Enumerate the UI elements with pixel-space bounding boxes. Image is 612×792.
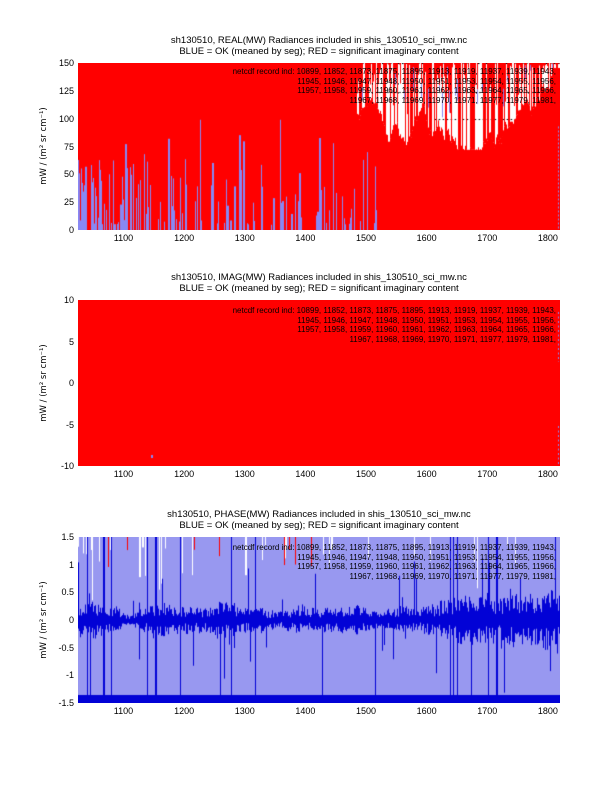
y-tick-label: 0 [68, 225, 74, 235]
annotation-line: 11967, 11968, 11969, 11970, 11971, 11977… [349, 334, 556, 344]
netcdf-record-annotation: netcdf record ind: 10899, 11852, 11873, … [78, 543, 556, 581]
y-axis-tick-labels: -10 -5 0 5 10 [24, 295, 74, 471]
x-tick-label: 1300 [234, 469, 255, 479]
y-tick-label: 0.5 [61, 587, 74, 598]
y-tick-label: -0.5 [58, 642, 74, 653]
y-tick-label: 150 [58, 58, 74, 68]
y-tick-label: -1.5 [58, 698, 74, 708]
x-tick-label: 1300 [234, 233, 255, 243]
annotation-line: 11945, 11946, 11947, 11948, 11950, 11951… [297, 76, 556, 86]
annotation-line: 11945, 11946, 11947, 11948, 11950, 11951… [297, 315, 556, 325]
annotation-line: netcdf record ind: 10899, 11852, 11873, … [232, 306, 556, 315]
annotation-line: netcdf record ind: 10899, 11852, 11873, … [232, 543, 556, 552]
annotation-line: 11957, 11958, 11959, 11960, 11961, 11962… [297, 325, 556, 334]
y-tick-label: 125 [58, 85, 74, 96]
y-tick-label: 50 [63, 169, 74, 180]
panel-subtitle: BLUE = OK (meaned by seg); RED = signifi… [179, 520, 459, 531]
x-tick-label: 1400 [295, 233, 316, 243]
x-tick-label: 1600 [416, 706, 437, 716]
y-tick-label: 75 [63, 141, 74, 152]
x-tick-label: 1700 [477, 233, 498, 243]
panel-subtitle: BLUE = OK (meaned by seg); RED = signifi… [179, 283, 459, 294]
plot-area-phase [78, 537, 560, 703]
y-tick-label: -1 [65, 670, 74, 681]
panel-title: sh130510, REAL(MW) Radiances included in… [170, 35, 468, 46]
annotation-line: 11957, 11958, 11959, 11960, 11961, 11962… [297, 86, 556, 95]
panel-subtitle: BLUE = OK (meaned by seg); RED = signifi… [179, 46, 459, 57]
panel-title: sh130510, PHASE(MW) Radiances included i… [167, 509, 471, 520]
y-axis-tick-labels: -1.5 -1 -0.5 0 0.5 1 1.5 [24, 532, 74, 708]
x-axis-tick-labels: 1100 1200 1300 1400 1500 1600 1700 1800 [78, 706, 560, 718]
y-tick-label: -5 [65, 419, 74, 430]
plot-area-imag [78, 300, 560, 466]
annotation-line: 11945, 11946, 11947, 11948, 11950, 11951… [297, 552, 556, 562]
y-axis-tick-labels: 0 25 50 75 100 125 150 [24, 58, 74, 235]
plot-area-real [78, 63, 560, 230]
netcdf-record-annotation: netcdf record ind: 10899, 11852, 11873, … [78, 67, 556, 105]
x-tick-label: 1500 [355, 706, 376, 716]
x-tick-label: 1500 [355, 233, 376, 243]
x-tick-label: 1200 [174, 706, 195, 716]
x-axis-tick-labels: 1100 1200 1300 1400 1500 1600 1700 1800 [78, 233, 560, 245]
x-tick-label: 1400 [295, 469, 316, 479]
x-tick-label: 1400 [295, 706, 316, 716]
x-tick-label: 1600 [416, 469, 437, 479]
x-tick-label: 1100 [113, 706, 134, 716]
y-tick-label: 10 [63, 295, 74, 305]
x-axis-tick-labels: 1100 1200 1300 1400 1500 1600 1700 1800 [78, 469, 560, 481]
x-tick-label: 1700 [477, 706, 498, 716]
y-tick-label: -10 [60, 461, 74, 471]
netcdf-record-annotation: netcdf record ind: 10899, 11852, 11873, … [78, 306, 556, 344]
x-tick-label: 1100 [113, 233, 134, 243]
y-tick-label: 25 [63, 197, 74, 208]
x-tick-label: 1200 [174, 233, 195, 243]
y-tick-label: 0 [68, 378, 74, 388]
x-tick-label: 1500 [355, 469, 376, 479]
x-tick-label: 1800 [537, 706, 558, 716]
x-tick-label: 1600 [416, 233, 437, 243]
panel-title: sh130510, IMAG(MW) Radiances included in… [171, 272, 467, 283]
annotation-line: netcdf record ind: 10899, 11852, 11873, … [232, 67, 556, 76]
y-tick-label: 0 [68, 615, 74, 625]
x-tick-label: 1300 [234, 706, 255, 716]
y-tick-label: 5 [68, 336, 74, 347]
annotation-line: 11967, 11968, 11969, 11970, 11971, 11977… [349, 95, 556, 105]
x-tick-label: 1100 [113, 469, 134, 479]
annotation-line: 11957, 11958, 11959, 11960, 11961, 11962… [297, 562, 556, 571]
annotation-line: 11967, 11968, 11969, 11970, 11971, 11977… [349, 571, 556, 581]
y-tick-label: 1 [68, 559, 74, 570]
y-tick-label: 100 [58, 113, 74, 124]
x-tick-label: 1800 [537, 469, 558, 479]
x-tick-label: 1800 [537, 233, 558, 243]
y-tick-label: 1.5 [61, 532, 74, 542]
x-tick-label: 1200 [174, 469, 195, 479]
x-tick-label: 1700 [477, 469, 498, 479]
